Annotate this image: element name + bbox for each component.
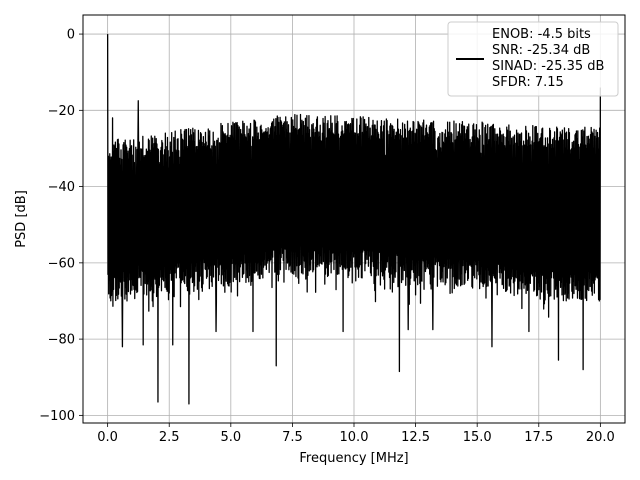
x-tick-label: 12.5 (401, 430, 430, 445)
y-axis-label: PSD [dB] (14, 190, 29, 248)
x-axis-label: Frequency [MHz] (299, 451, 408, 466)
legend-entry-line: ENOB: -4.5 bits (492, 27, 591, 42)
legend-entry-line: SINAD: -25.35 dB (492, 59, 604, 74)
x-tick-label: 0.0 (97, 430, 118, 445)
x-tick-label: 15.0 (463, 430, 492, 445)
x-tick-label: 17.5 (524, 430, 553, 445)
y-tick-label: −60 (48, 256, 75, 271)
legend-entry-label: ENOB: -4.5 bits SNR: -25.34 dB SINAD: -25.… (492, 27, 604, 90)
x-tick-label: 2.5 (159, 430, 180, 445)
legend-entry-line: SNR: -25.34 dB (492, 43, 590, 58)
legend-entry-line: SFDR: 7.15 (492, 75, 564, 90)
legend-box (447, 21, 619, 97)
x-axis-ticks: 0.0 2.5 5.0 7.5 10.0 12.5 15.0 17.5 20.0 (97, 423, 615, 445)
y-tick-label: 0 (67, 28, 75, 43)
y-tick-label: −80 (48, 333, 75, 348)
x-tick-label: 10.0 (340, 430, 369, 445)
x-tick-label: 20.0 (586, 430, 615, 445)
psd-series-line (106, 34, 602, 405)
x-tick-label: 5.0 (220, 430, 241, 445)
x-tick-label: 7.5 (282, 430, 303, 445)
y-tick-label: −100 (39, 409, 75, 424)
legend: ENOB: -4.5 bits SNR: -25.34 dB SINAD: -25.… (447, 21, 619, 97)
plot-area (106, 34, 602, 405)
y-axis-ticks: 0 −20 −40 −60 −80 −100 (39, 28, 83, 424)
y-tick-label: −20 (48, 104, 75, 119)
y-tick-label: −40 (48, 180, 75, 195)
